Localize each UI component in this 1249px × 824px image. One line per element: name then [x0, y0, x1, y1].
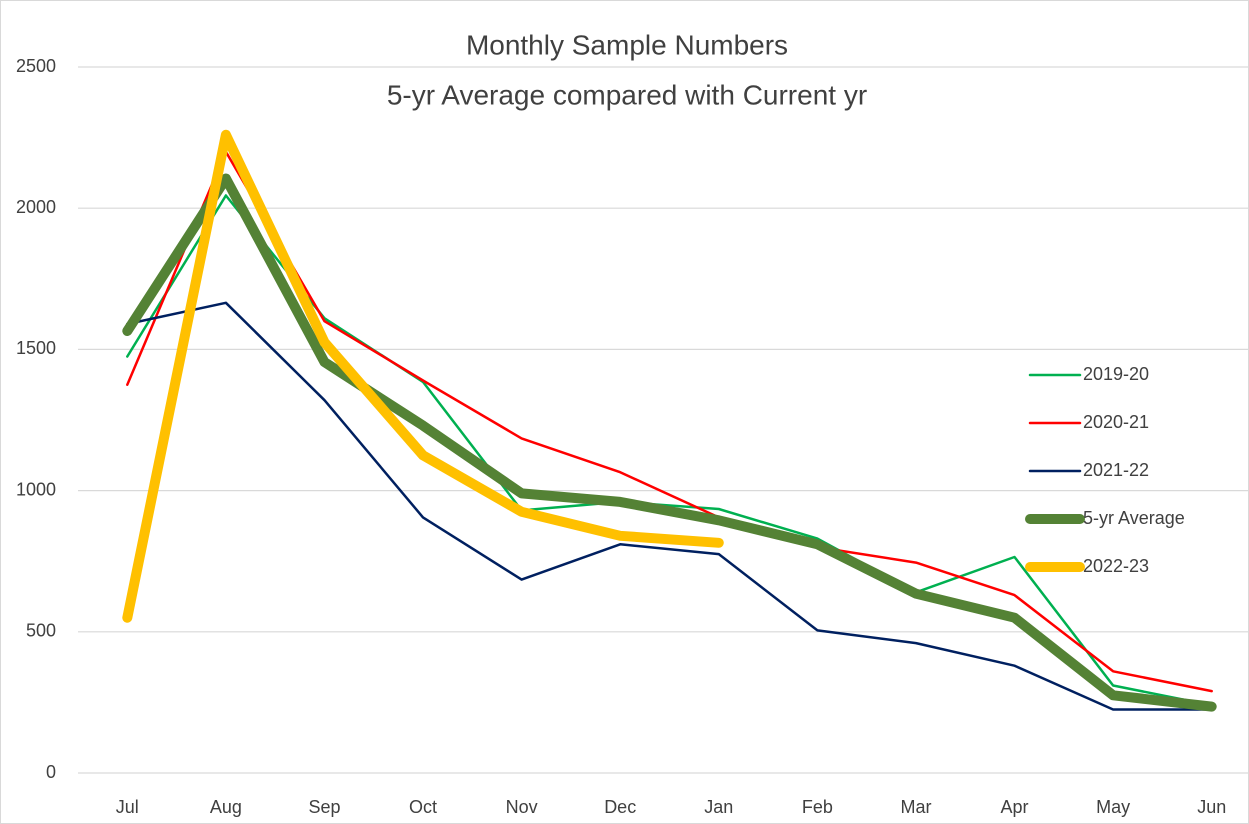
x-tick-label: Jul — [116, 797, 139, 817]
series-line — [126, 150, 1213, 693]
chart-subtitle: 5-yr Average compared with Current yr — [387, 79, 867, 110]
y-tick-label: 1500 — [16, 338, 56, 358]
x-tick-label: Apr — [1001, 797, 1029, 817]
x-tick-label: Feb — [802, 797, 833, 817]
x-tick-label: Sep — [308, 797, 340, 817]
x-tick-label: Nov — [506, 797, 538, 817]
y-tick-label: 2500 — [16, 56, 56, 76]
x-tick-label: May — [1096, 797, 1130, 817]
series-line — [122, 173, 1217, 712]
x-tick-label: Mar — [900, 797, 931, 817]
y-tick-label: 2000 — [16, 197, 56, 217]
series-line — [126, 301, 1213, 711]
legend-label: 5-yr Average — [1083, 508, 1185, 528]
legend-label: 2020-21 — [1083, 412, 1149, 432]
x-tick-label: Jun — [1197, 797, 1226, 817]
y-tick-label: 1000 — [16, 479, 56, 499]
legend-label: 2021-22 — [1083, 460, 1149, 480]
legend-label: 2022-23 — [1083, 556, 1149, 576]
x-tick-label: Aug — [210, 797, 242, 817]
y-tick-label: 500 — [26, 621, 56, 641]
y-tick-label: 0 — [46, 762, 56, 782]
x-tick-label: Oct — [409, 797, 437, 817]
legend-label: 2019-20 — [1083, 364, 1149, 384]
x-tick-label: Jan — [704, 797, 733, 817]
x-tick-label: Dec — [604, 797, 636, 817]
chart-title: Monthly Sample Numbers — [466, 29, 788, 60]
series-line — [122, 129, 724, 623]
